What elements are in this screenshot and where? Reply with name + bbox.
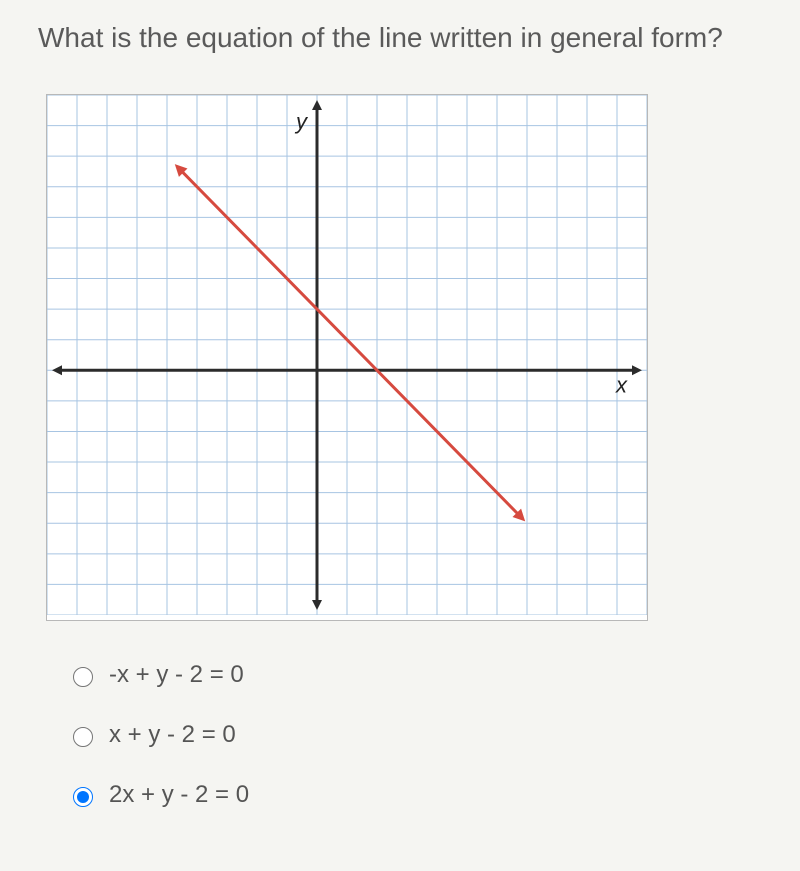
coordinate-graph: xy	[47, 95, 647, 615]
option-c-radio[interactable]	[73, 787, 93, 807]
option-b-radio[interactable]	[73, 727, 93, 747]
option-c-label: 2x + y - 2 = 0	[109, 781, 249, 809]
option-b-label: x + y - 2 = 0	[109, 721, 236, 749]
graph-container: xy	[46, 94, 648, 621]
svg-text:y: y	[294, 109, 309, 134]
option-b[interactable]: x + y - 2 = 0	[68, 721, 770, 749]
answer-options: -x + y - 2 = 0 x + y - 2 = 0 2x + y - 2 …	[68, 661, 770, 809]
svg-text:x: x	[615, 372, 628, 397]
option-a-radio[interactable]	[73, 667, 93, 687]
option-c[interactable]: 2x + y - 2 = 0	[68, 781, 770, 809]
option-a[interactable]: -x + y - 2 = 0	[68, 661, 770, 689]
question-text: What is the equation of the line written…	[38, 22, 770, 54]
option-a-label: -x + y - 2 = 0	[109, 661, 244, 689]
